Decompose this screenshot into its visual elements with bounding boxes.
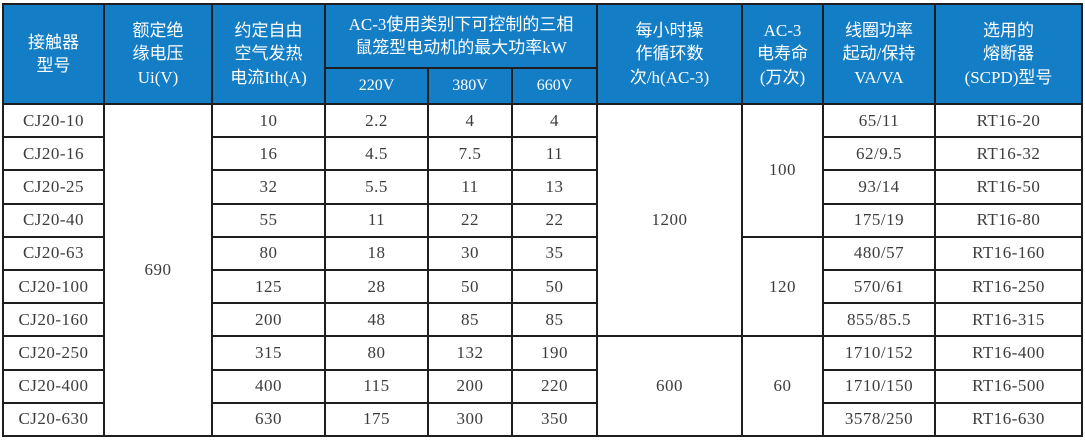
- cell-thermal-current: 630: [211, 401, 326, 438]
- cell-op-cycles-high: 1200: [596, 102, 743, 338]
- cell-kw-220v: 175: [324, 401, 429, 438]
- cell-model: CJ20-63: [2, 235, 105, 271]
- cell-kw-220v: 115: [324, 368, 429, 404]
- header-thermal-current: 约定自由 空气发热 电流Ith(A): [211, 3, 326, 105]
- table-row: CJ20-250 315 80 132 190 600 60 1710/152 …: [2, 335, 1083, 437]
- cell-thermal-current: 10: [211, 102, 326, 139]
- cell-kw-220v: 4.5: [324, 136, 429, 172]
- cell-fuse-type: RT16-500: [934, 368, 1083, 404]
- header-ac3-max-power-group: AC-3使用类别下可控制的三相 鼠笼型电动机的最大功率kW: [324, 3, 598, 69]
- cell-coil-power: 1710/150: [822, 368, 936, 404]
- cell-model: CJ20-630: [2, 401, 105, 438]
- cell-life-100: 100: [741, 103, 824, 238]
- table-row: CJ20-100 125 28 50 50 570/61 RT16-250: [2, 268, 1083, 305]
- cell-kw-380v: 200: [427, 368, 513, 404]
- cell-fuse-type: RT16-400: [934, 335, 1083, 371]
- cell-coil-power: 175/19: [822, 202, 936, 238]
- table-row: CJ20-16 16 4.5 7.5 11 62/9.5 RT16-32: [2, 136, 1083, 172]
- cell-kw-380v: 7.5: [427, 136, 513, 172]
- cell-thermal-current: 16: [211, 136, 326, 172]
- cell-kw-220v: 28: [324, 268, 429, 305]
- header-220v: 220V: [324, 67, 429, 105]
- cell-thermal-current: 315: [211, 335, 326, 371]
- cell-thermal-current: 32: [211, 169, 326, 205]
- cell-coil-power: 93/14: [822, 169, 936, 205]
- cell-coil-power: 570/61: [822, 268, 936, 305]
- cell-fuse-type: RT16-20: [934, 102, 1083, 139]
- cell-fuse-type: RT16-250: [934, 268, 1083, 305]
- cell-kw-660v: 50: [511, 268, 598, 305]
- cell-coil-power: 62/9.5: [822, 136, 936, 172]
- table-row: CJ20-400 400 115 200 220 1710/150 RT16-5…: [2, 368, 1083, 404]
- cell-kw-380v: 85: [427, 302, 513, 338]
- cell-model: CJ20-40: [2, 202, 105, 238]
- cell-fuse-type: RT16-32: [934, 136, 1083, 172]
- cell-kw-660v: 11: [511, 136, 598, 172]
- cell-kw-380v: 132: [427, 335, 513, 371]
- header-660v: 660V: [511, 67, 598, 105]
- header-operating-cycles: 每小时操 作循环数 次/h(AC-3): [596, 3, 743, 105]
- table-row: CJ20-63 80 18 30 35 120 480/57 RT16-160: [2, 235, 1083, 338]
- cell-coil-power: 1710/152: [822, 335, 936, 371]
- cell-model: CJ20-160: [2, 302, 105, 338]
- table-row: CJ20-25 32 5.5 11 13 93/14 RT16-50: [2, 169, 1083, 205]
- cell-kw-380v: 50: [427, 268, 513, 305]
- contactor-spec-table: 接触器 型号 额定绝 缘电压 Ui(V) 约定自由 空气发热 电流Ith(A) …: [2, 3, 1083, 438]
- cell-thermal-current: 125: [211, 268, 326, 305]
- cell-kw-660v: 22: [511, 202, 598, 238]
- cell-thermal-current: 55: [211, 202, 326, 238]
- cell-kw-660v: 220: [511, 368, 598, 404]
- cell-thermal-current: 80: [211, 235, 326, 271]
- table-row: CJ20-160 200 48 85 85 855/85.5 RT16-315: [2, 302, 1083, 338]
- cell-coil-power: 65/11: [822, 102, 936, 139]
- cell-fuse-type: RT16-160: [934, 235, 1083, 271]
- header-coil-power: 线圈功率 起动/保持 VA/VA: [822, 3, 936, 105]
- cell-thermal-current: 400: [211, 368, 326, 404]
- table-row: CJ20-40 55 11 22 22 175/19 RT16-80: [2, 202, 1083, 238]
- cell-model: CJ20-100: [2, 268, 105, 305]
- cell-model: CJ20-25: [2, 169, 105, 205]
- cell-life-60: 60: [741, 335, 824, 437]
- cell-kw-380v: 30: [427, 235, 513, 271]
- cell-kw-660v: 190: [511, 335, 598, 371]
- cell-kw-660v: 85: [511, 302, 598, 338]
- cell-model: CJ20-250: [2, 335, 105, 371]
- cell-kw-380v: 300: [427, 401, 513, 438]
- cell-kw-380v: 4: [427, 102, 513, 139]
- cell-coil-power: 480/57: [822, 235, 936, 271]
- cell-life-120: 120: [741, 235, 824, 338]
- header-380v: 380V: [427, 67, 513, 105]
- cell-coil-power: 3578/250: [822, 401, 936, 438]
- cell-fuse-type: RT16-315: [934, 302, 1083, 338]
- cell-kw-660v: 13: [511, 169, 598, 205]
- header-fuse-type: 选用的 熔断器 (SCPD)型号: [934, 3, 1083, 105]
- header-rated-insulation-voltage: 额定绝 缘电压 Ui(V): [103, 3, 213, 105]
- cell-fuse-type: RT16-630: [934, 401, 1083, 438]
- cell-kw-220v: 5.5: [324, 169, 429, 205]
- cell-kw-220v: 11: [324, 202, 429, 238]
- cell-kw-380v: 11: [427, 169, 513, 205]
- cell-kw-220v: 2.2: [324, 102, 429, 139]
- cell-kw-380v: 22: [427, 202, 513, 238]
- table-row: CJ20-630 630 175 300 350 3578/250 RT16-6…: [2, 401, 1083, 438]
- cell-kw-660v: 350: [511, 401, 598, 438]
- cell-thermal-current: 200: [211, 302, 326, 338]
- cell-op-cycles-low: 600: [596, 335, 743, 437]
- cell-fuse-type: RT16-50: [934, 169, 1083, 205]
- cell-model: CJ20-10: [2, 102, 105, 139]
- cell-kw-220v: 48: [324, 302, 429, 338]
- table-row: CJ20-10 690 10 2.2 4 4 1200 100 65/11 RT…: [2, 102, 1083, 437]
- header-electrical-life: AC-3 电寿命 (万次): [741, 3, 824, 105]
- cell-kw-660v: 35: [511, 235, 598, 271]
- cell-coil-power: 855/85.5: [822, 302, 936, 338]
- cell-model: CJ20-400: [2, 368, 105, 404]
- cell-kw-220v: 80: [324, 335, 429, 371]
- cell-model: CJ20-16: [2, 136, 105, 172]
- cell-kw-660v: 4: [511, 102, 598, 139]
- cell-kw-220v: 18: [324, 235, 429, 271]
- header-contactor-model: 接触器 型号: [2, 3, 105, 105]
- cell-rated-voltage: 690: [103, 103, 213, 437]
- cell-fuse-type: RT16-80: [934, 202, 1083, 238]
